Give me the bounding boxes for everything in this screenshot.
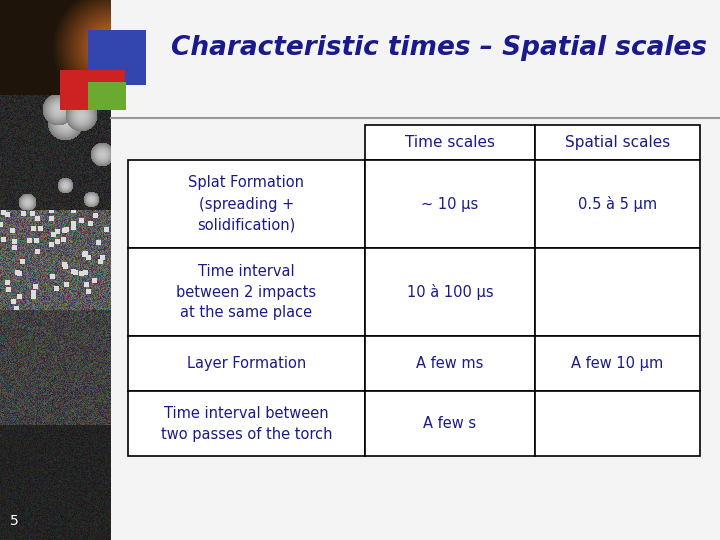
Bar xyxy=(535,248,700,336)
Bar xyxy=(88,30,146,85)
Text: Characteristic times – Spatial scales: Characteristic times – Spatial scales xyxy=(171,35,707,61)
Bar xyxy=(535,125,700,160)
Text: 5: 5 xyxy=(10,514,19,528)
Bar xyxy=(365,248,535,336)
Text: A few 10 μm: A few 10 μm xyxy=(572,356,664,371)
Bar xyxy=(128,391,365,456)
Bar xyxy=(365,391,535,456)
Text: Time scales: Time scales xyxy=(405,135,495,150)
Text: Splat Formation
(spreading +
solidification): Splat Formation (spreading + solidificat… xyxy=(189,176,305,233)
Bar xyxy=(365,160,535,248)
Text: 0.5 à 5 μm: 0.5 à 5 μm xyxy=(578,196,657,212)
Text: Time interval
between 2 impacts
at the same place: Time interval between 2 impacts at the s… xyxy=(176,264,317,321)
Bar xyxy=(535,160,700,248)
Bar xyxy=(60,70,125,110)
Bar xyxy=(128,160,365,248)
Text: Time interval between
two passes of the torch: Time interval between two passes of the … xyxy=(161,406,332,442)
Bar xyxy=(365,125,535,160)
Text: 10 à 100 μs: 10 à 100 μs xyxy=(407,284,493,300)
Bar xyxy=(111,0,720,540)
Bar xyxy=(535,391,700,456)
Bar xyxy=(88,82,126,110)
Text: Layer Formation: Layer Formation xyxy=(187,356,306,371)
Text: A few ms: A few ms xyxy=(416,356,484,371)
Bar xyxy=(128,248,365,336)
Bar xyxy=(535,336,700,391)
Bar xyxy=(128,336,365,391)
Text: A few s: A few s xyxy=(423,416,477,431)
Bar xyxy=(365,336,535,391)
Text: ~ 10 μs: ~ 10 μs xyxy=(421,197,479,212)
Text: Spatial scales: Spatial scales xyxy=(565,135,670,150)
